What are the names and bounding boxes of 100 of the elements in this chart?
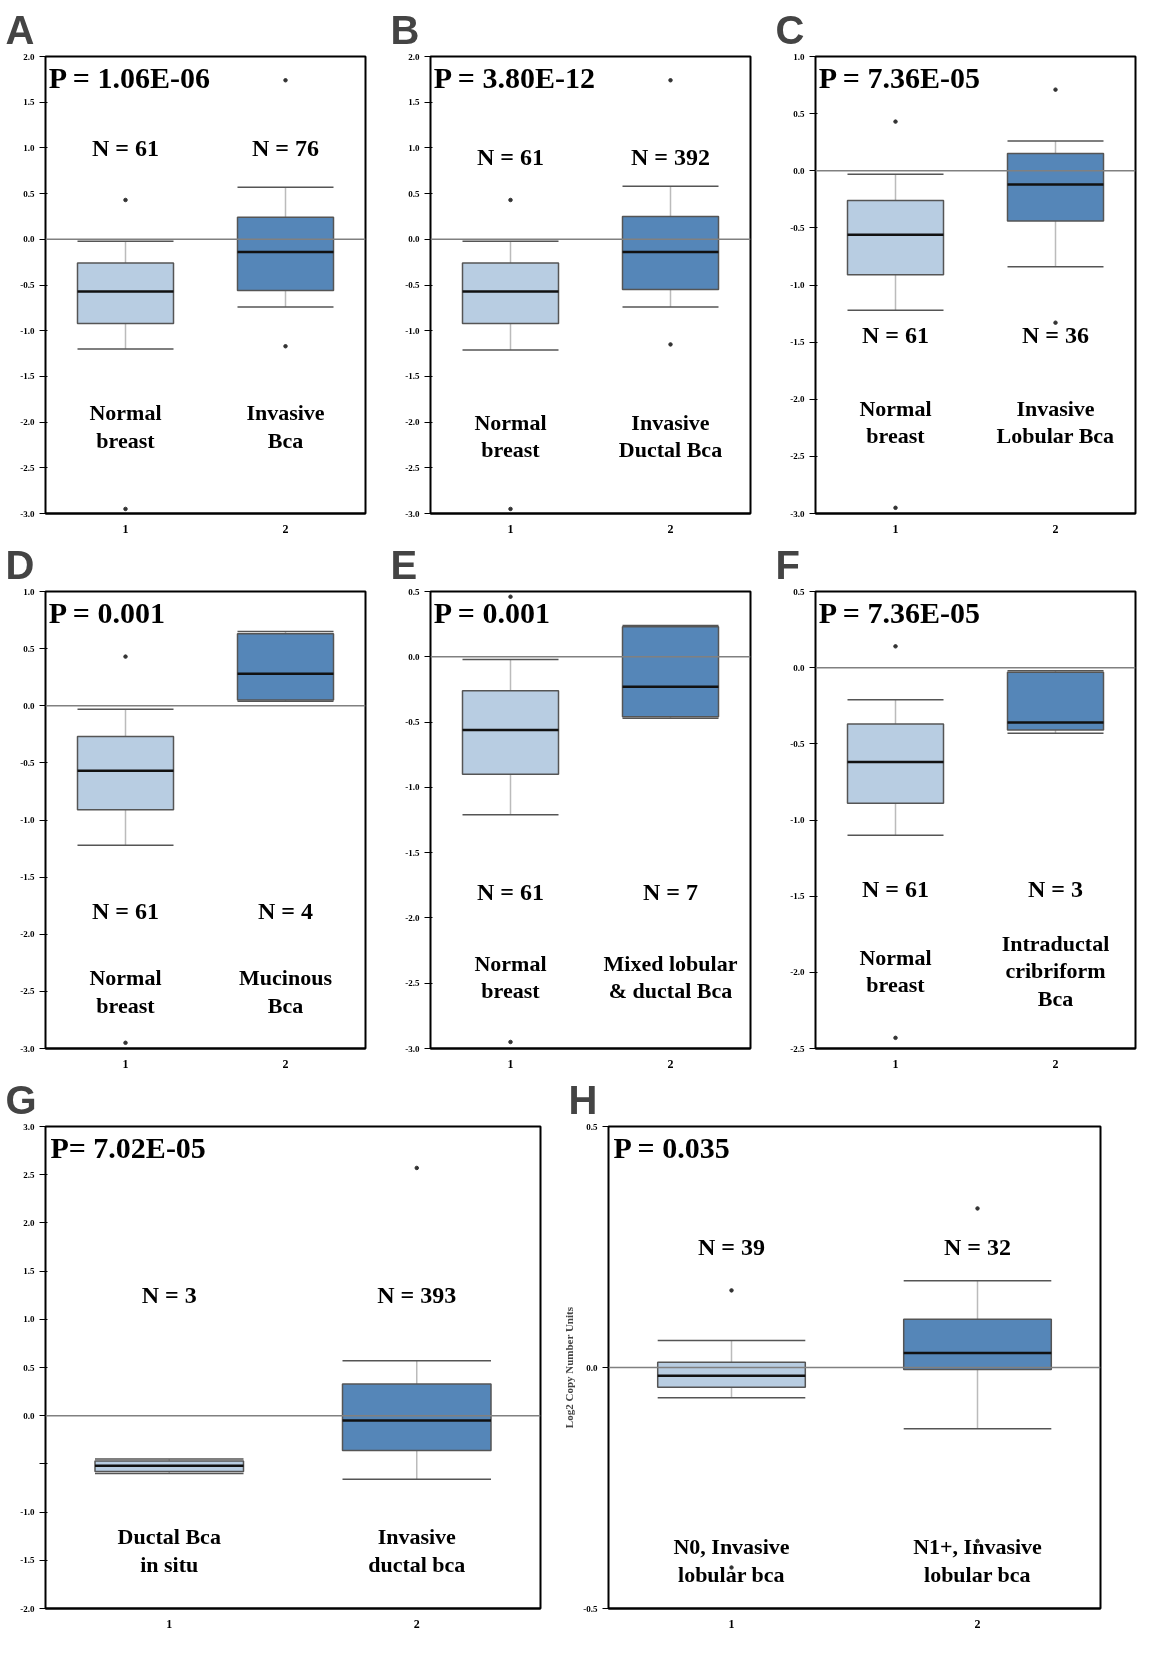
y-tick-label: 1.5 [408,97,420,108]
annotation: Normal breast [474,950,547,1003]
y-tick-label: 0.5 [793,586,805,597]
y-tick-label: -2.0 [20,929,35,940]
y-tick-label: 0.5 [23,1362,35,1373]
annotation: Mucinous Bca [239,965,333,1018]
y-tick-label: 3.0 [23,1121,35,1132]
y-tick-label: -2.5 [20,986,35,997]
x-tick-label: 2 [667,1056,674,1071]
y-tick-label: 0.5 [23,643,35,654]
y-tick-label: 1.5 [23,1266,35,1277]
y-tick-label: -1.0 [20,1507,35,1518]
y-tick-label: -1.0 [405,325,420,336]
x-tick-label: 1 [507,1056,514,1071]
y-tick-label: -2.5 [790,451,805,462]
annotation: N1+, Invasive lobular bca [913,1534,1043,1587]
y-tick-label: 0.0 [793,662,805,673]
chart-title: A [5,7,35,52]
y-tick-label: 1.0 [23,142,35,153]
y-tick-label: 1.0 [23,586,35,597]
annotation: Ductal Bca in situ [117,1524,221,1577]
annotation: P = 0.035 [613,1130,730,1164]
annotation: Mixed lobular & ductal Bca [603,950,738,1003]
y-tick-label: -1.0 [790,280,805,290]
y-tick-label: -2.5 [405,462,420,473]
annotation: Intraductal cribriform Bca [1001,930,1110,1011]
chart-title: B [390,7,420,52]
annotation: N = 393 [377,1282,457,1309]
chart-title: E [390,542,418,587]
y-tick-label: -1.5 [405,847,420,858]
y-tick-label: -1.0 [20,815,35,825]
y-tick-label: 0.0 [408,234,420,245]
annotation: P = 7.36E-05 [818,595,980,629]
y-tick-label: 2.0 [408,51,420,62]
annotation: N = 61 [477,144,545,171]
annotation: N = 3 [1028,875,1084,902]
y-tick-label: 1.0 [23,1314,35,1325]
annotation: N = 4 [258,898,314,925]
chart-title: D [5,542,35,587]
y-tick-label: -1.5 [790,337,805,348]
annotation: Normal breast [859,395,932,449]
y-tick-label: 0.5 [586,1121,598,1132]
y-tick-label: 0.0 [408,651,420,662]
x-tick-label: 1 [166,1616,173,1631]
annotation: N = 7 [643,878,699,905]
chart-title: C [775,7,805,52]
y-tick-label: -3.0 [405,508,420,519]
x-tick-label: 1 [122,1056,129,1071]
y-tick-label: -0.5 [20,757,35,768]
chart-title: G [5,1077,37,1122]
y-tick-label: 1.5 [23,97,35,108]
x-tick-label: 1 [892,521,899,536]
x-tick-label: 1 [728,1616,735,1631]
y-tick-label: -2.0 [20,1603,35,1614]
x-tick-label: 2 [667,521,674,536]
annotation: N = 61 [92,898,160,925]
x-tick-label: 2 [282,521,289,536]
annotation: N = 61 [92,134,160,161]
y-tick-label: -1.5 [20,371,35,382]
y-tick-label: -2.0 [20,417,35,428]
y-tick-label: -1.0 [790,815,805,825]
y-tick-label: -1.5 [790,891,805,902]
y-tick-label: -2.0 [790,967,805,978]
y-tick-label: -3.0 [790,508,805,519]
y-tick-label: 2.0 [23,1217,35,1228]
y-tick-label: -3.0 [405,1043,420,1054]
annotation: Invasive ductal bca [368,1524,466,1577]
annotation: N = 36 [1022,322,1090,349]
annotation: Normal breast [859,944,932,998]
x-tick-label: 1 [122,521,129,536]
annotation: P = 0.001 [433,595,550,629]
annotation: N0, Invasive lobular bca [673,1534,790,1587]
y-tick-label: -1.0 [405,782,420,793]
y-tick-label: 0.0 [23,234,35,245]
y-tick-label: -2.0 [790,394,805,405]
annotation: Normal breast [89,400,162,453]
y-tick-label: 2.0 [23,51,35,62]
y-tick-label: 0.0 [586,1362,598,1373]
y-tick-label: -1.5 [20,872,35,883]
annotation: P = 1.06E-06 [48,60,210,94]
y-tick-label: 1.0 [408,142,420,153]
y-tick-label: -2.0 [405,417,420,428]
annotation: N = 392 [631,144,711,171]
x-tick-label: 2 [1052,521,1059,536]
annotation: P = 7.36E-05 [818,60,980,94]
y-tick-label: 1.0 [793,51,805,62]
annotation: Invasive Lobular Bca [996,395,1115,449]
annotation: N = 61 [477,878,545,905]
annotation: N = 32 [944,1234,1012,1260]
annotation: N = 61 [862,322,930,349]
annotation: P = 3.80E-12 [433,60,595,94]
y-tick-label: -2.5 [20,462,35,473]
y-tick-label: -2.5 [405,978,420,989]
y-tick-label: 0.5 [408,188,420,199]
annotation: Invasive Ductal Bca [618,409,723,463]
x-tick-label: 2 [282,1056,289,1071]
y-tick-label: 0.5 [793,108,805,119]
chart-title: H [568,1077,598,1122]
y-tick-label: -0.5 [405,280,420,290]
y-tick-label: 0.5 [23,188,35,199]
